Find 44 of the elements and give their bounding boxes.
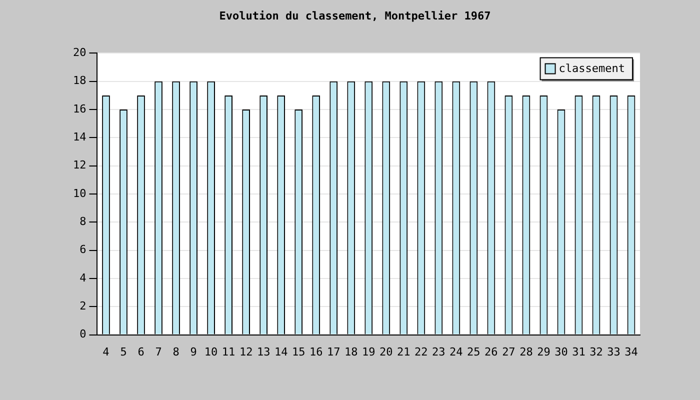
x-tick-label: 10 — [204, 345, 218, 358]
x-tick-label: 13 — [256, 345, 270, 358]
y-tick-label: 4 — [80, 271, 87, 284]
x-tick-label: 24 — [450, 345, 464, 358]
x-tick-label: 12 — [239, 345, 253, 358]
x-tick-label: 22 — [414, 345, 428, 358]
x-tick-label: 5 — [120, 345, 127, 358]
y-tick-label: 10 — [72, 186, 86, 200]
x-tick-label: 18 — [344, 345, 358, 358]
x-tick-label: 30 — [554, 345, 568, 358]
x-tick-label: 16 — [309, 345, 323, 358]
x-tick-label: 11 — [222, 345, 236, 358]
chart-title: Evolution du classement, Montpellier 1967 — [219, 9, 491, 22]
x-tick-label: 25 — [467, 345, 480, 358]
y-tick-label: 12 — [72, 158, 86, 172]
y-tick-label: 6 — [80, 243, 86, 256]
y-tick-label: 14 — [72, 130, 87, 144]
x-tick-label: 23 — [432, 345, 446, 358]
y-tick-label: 18 — [72, 74, 86, 88]
x-tick-label: 26 — [484, 345, 498, 358]
y-tick-label: 8 — [80, 215, 86, 228]
x-tick-label: 32 — [590, 345, 603, 358]
x-tick-label: 19 — [362, 345, 376, 358]
x-tick-label: 21 — [397, 345, 410, 358]
x-tick-label: 17 — [326, 345, 340, 358]
x-tick-label: 7 — [155, 345, 162, 358]
x-tick-label: 31 — [572, 345, 586, 358]
x-tick-label: 15 — [292, 345, 306, 358]
y-tick-label: 20 — [72, 46, 86, 60]
x-tick-label: 34 — [624, 345, 638, 358]
x-tick-label: 9 — [190, 345, 197, 358]
legend-label: classement — [558, 62, 626, 76]
x-tick-label: 27 — [502, 345, 516, 358]
x-tick-label: 28 — [520, 345, 533, 358]
y-tick-label: 0 — [80, 328, 86, 341]
x-tick-label: 4 — [102, 345, 110, 358]
x-tick-label: 8 — [172, 345, 180, 358]
x-tick-label: 6 — [138, 345, 144, 358]
x-tick-label: 20 — [380, 345, 393, 358]
y-tick-label: 2 — [80, 300, 86, 312]
x-tick-label: 33 — [607, 345, 620, 358]
y-tick-label: 16 — [72, 102, 86, 116]
x-tick-label: 29 — [537, 345, 550, 358]
x-tick-label: 14 — [274, 345, 288, 358]
